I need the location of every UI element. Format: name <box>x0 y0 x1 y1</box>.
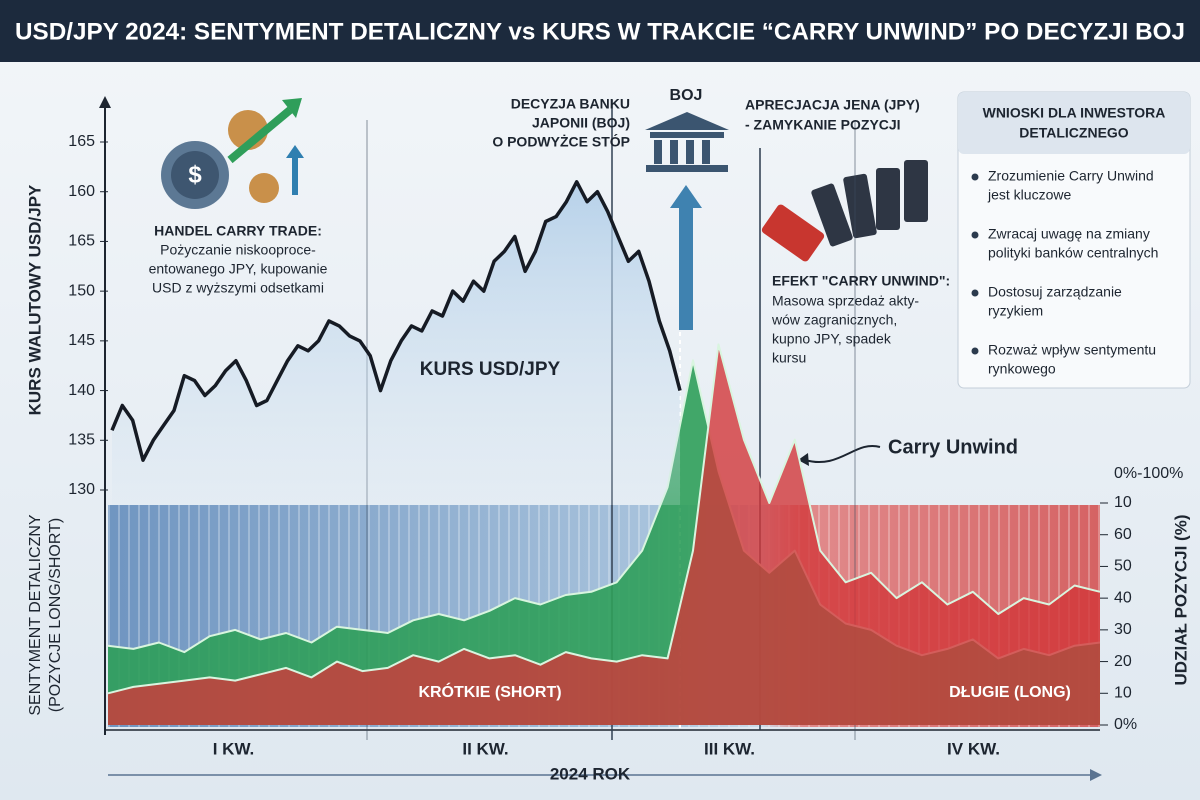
annotation: kupno JPY, spadek <box>772 331 892 347</box>
chart-title: USD/JPY 2024: SENTYMENT DETALICZNY vs KU… <box>15 18 1185 45</box>
bullet <box>971 231 979 239</box>
y-tick-label: 165 <box>68 133 95 150</box>
x-axis-title: 2024 ROK <box>550 764 631 783</box>
series-label: KRÓTKIE (SHORT) <box>418 682 561 701</box>
sentiment-axis-title: SENTYMENT DETALICZNY <box>27 514 44 716</box>
y-tick-label: 135 <box>68 432 95 449</box>
annotation: Pożyczanie niskooproce- <box>160 242 316 258</box>
x-tick-label: IV KW. <box>947 739 1000 758</box>
y2-tick-label: 10 <box>1114 685 1132 702</box>
svg-text:$: $ <box>188 161 202 188</box>
annotation: APRECJACJA JENA (JPY) <box>745 97 920 113</box>
sentiment-axis-title: (POZYCJE LONG/SHORT) <box>47 518 64 712</box>
y2-tick-label: 20 <box>1114 653 1132 670</box>
annotation: - ZAMYKANIE POZYCJI <box>745 117 901 133</box>
insights-title: WNIOSKI DLA INWESTORA <box>983 105 1166 121</box>
y2-tick-label: 10 <box>1114 494 1132 511</box>
callout: Carry Unwind <box>888 436 1018 458</box>
bullet <box>971 289 979 297</box>
dominoes <box>761 160 928 262</box>
y2-axis-title: UDZIAŁ POZYCJI (%) <box>1171 515 1190 686</box>
insights-header <box>958 92 1190 154</box>
insight-item: Rozważ wpływ sentymentu <box>988 342 1156 358</box>
y-tick-label: 130 <box>68 481 95 498</box>
insight-item: Dostosuj zarządzanie <box>988 284 1122 300</box>
y-axis-arrow <box>99 96 111 108</box>
insight-item: Zrozumienie Carry Unwind <box>988 168 1154 184</box>
sentiment-area <box>108 344 1100 725</box>
annotation: entowanego JPY, kupowanie <box>149 261 328 277</box>
annotation-title: EFEKT "CARRY UNWIND": <box>772 273 950 289</box>
y-tick-label: 160 <box>68 183 95 200</box>
annotation-title: HANDEL CARRY TRADE: <box>154 223 322 239</box>
insight-item: rynkowego <box>988 361 1056 377</box>
series-label: KURS USD/JPY <box>420 359 561 380</box>
insights-title: DETALICZNEGO <box>1019 125 1129 141</box>
bullet <box>971 347 979 355</box>
y-tick-label: 140 <box>68 382 95 399</box>
x-tick-label: II KW. <box>462 739 508 758</box>
y2-header: 0%-100% <box>1114 465 1183 482</box>
x-tick-label: I KW. <box>213 739 255 758</box>
y2-tick-label: 30 <box>1114 621 1132 638</box>
timeline-arrow-head <box>1090 769 1102 781</box>
annotation: wów zagranicznych, <box>771 312 897 328</box>
annotation: JAPONII (BOJ) <box>532 115 630 131</box>
x-tick-label: III KW. <box>704 739 755 758</box>
series-label: DŁUGIE (LONG) <box>949 684 1071 701</box>
callout-arrow-head <box>798 453 809 466</box>
insight-item: ryzykiem <box>988 303 1043 319</box>
price-line <box>110 180 682 462</box>
annotation: USD z wyższymi odsetkami <box>152 280 324 296</box>
annotation: DECYZJA BANKU <box>511 96 630 112</box>
y-axis-title: KURS WALUTOWY USD/JPY <box>25 184 44 415</box>
price-area <box>112 181 680 506</box>
annotation: Masowa sprzedaż akty- <box>772 293 919 309</box>
y2-tick-label: 40 <box>1114 589 1132 606</box>
annotation: BOJ <box>670 87 703 104</box>
boj-building <box>645 112 729 330</box>
insight-item: polityki banków centralnych <box>988 245 1158 261</box>
sentiment-line <box>107 343 1101 695</box>
bullet <box>971 173 979 181</box>
y-tick-label: 150 <box>68 282 95 299</box>
carry-icon: $ <box>161 98 304 209</box>
annotation: kursu <box>772 350 806 366</box>
title-bar <box>0 0 1200 62</box>
y2-tick-label: 50 <box>1114 558 1132 575</box>
y2-tick-label: 60 <box>1114 526 1132 543</box>
y-tick-label: 165 <box>68 233 95 250</box>
y-tick-label: 145 <box>68 332 95 349</box>
callout-arrow <box>804 444 881 463</box>
insight-item: jest kluczowe <box>987 187 1071 203</box>
y2-tick-label: 0% <box>1114 716 1137 733</box>
insight-item: Zwracaj uwagę na zmiany <box>988 226 1150 242</box>
annotation: O PODWYŻCE STÓP <box>492 133 630 150</box>
